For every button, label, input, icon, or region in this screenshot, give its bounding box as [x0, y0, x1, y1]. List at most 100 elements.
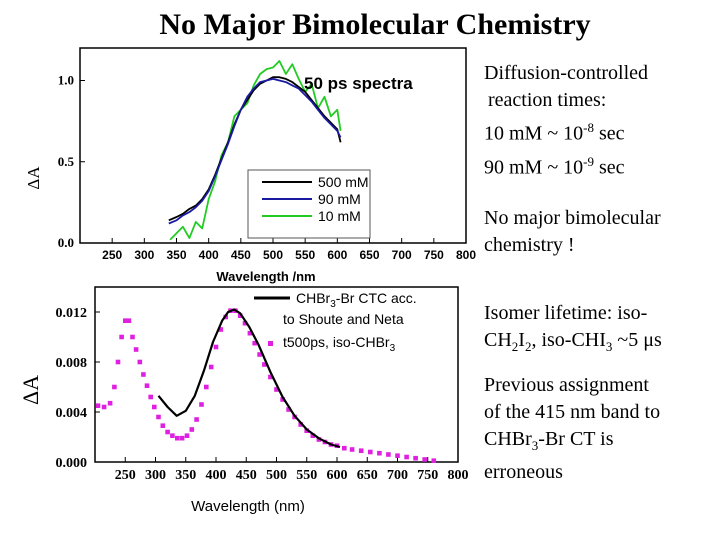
bottom-marker-25 [204, 384, 209, 390]
bottom-marker-18 [170, 433, 175, 438]
bottom-marker-16 [160, 423, 166, 428]
bottom-marker-10 [137, 359, 143, 365]
bottom-y-tick-label-2: 0.008 [56, 356, 88, 371]
bottom-x-tick-label-1: 300 [145, 468, 166, 483]
bottom-marker-24 [199, 402, 204, 407]
bottom-marker-11 [141, 372, 146, 377]
previous-line-1: Previous assignment [484, 374, 649, 396]
top-x-tick-label-0: 250 [102, 248, 122, 262]
bottom-marker-32 [237, 313, 243, 318]
top-y-tick-label-0: 0.0 [58, 235, 74, 250]
top-x-tick-label-8: 650 [359, 248, 379, 262]
bottom-x-tick-label-3: 400 [206, 468, 227, 483]
bottom-legend-label-1-part1: t500ps, iso-CHBr [283, 334, 390, 350]
bottom-y-tick-label-3: 0.012 [56, 306, 88, 321]
bottom-legend-label-0a-sub: 3 [330, 299, 336, 310]
lifetime-line-1: Isomer lifetime: iso- [484, 302, 648, 324]
bottom-marker-41 [286, 407, 291, 412]
top-series-line-2 [169, 60, 342, 241]
bottom-marker-12 [144, 383, 150, 388]
bottom-marker-35 [252, 340, 257, 346]
previous-line-2: of the 415 nm band to [484, 401, 661, 423]
top-legend-label-2: 10 mM [318, 208, 361, 224]
bottom-marker-39 [274, 387, 279, 392]
bottom-marker-27 [213, 344, 219, 350]
bottom-marker-36 [257, 352, 262, 357]
diffusion-note-line-3: 10 mM ~ 10-8 sec [484, 120, 625, 145]
top-x-tick-label-2: 350 [166, 248, 186, 262]
bottom-x-tick-label-6: 550 [296, 468, 317, 483]
bottom-marker-9 [133, 347, 139, 352]
top-x-tick-label-11: 800 [456, 248, 476, 262]
top-chart: 250 300 350 400 450 500 550 600 650 700 750 800 0.0… [24, 47, 476, 284]
lifetime-line-2: CH2I2, iso-CHI3 ~5 μs [484, 329, 662, 354]
bottom-legend-swatch-1 [268, 341, 273, 346]
top-chart-title: 50 ps spectra [304, 74, 413, 93]
bottom-y-tick-label-1: 0.004 [56, 406, 88, 421]
bottom-x-tick-label-4: 450 [236, 468, 257, 483]
bottom-chart-frame [94, 286, 459, 463]
bottom-marker-17 [165, 429, 170, 435]
top-y-tick-label-2: 1.0 [58, 73, 74, 88]
top-x-ticks: 250 300 350 400 450 500 550 600 650 700 750 800 [102, 238, 476, 262]
bottom-x-tick-label-10: 750 [417, 468, 438, 483]
previous-assignment-note: Previous assignment of the 415 nm band t… [484, 372, 716, 486]
bottom-marker-45 [310, 433, 316, 438]
bottom-legend-label-1-sub: 3 [390, 343, 396, 354]
bottom-marker-57 [404, 454, 409, 460]
bottom-marker-6 [123, 318, 128, 323]
top-x-tick-label-10: 750 [424, 248, 444, 262]
bottom-marker-2 [107, 400, 113, 406]
bottom-y-tick-label-0: 0.000 [56, 456, 88, 471]
bottom-marker-1 [101, 404, 107, 410]
top-legend-label-1: 90 mM [318, 191, 361, 207]
diffusion-note-line-2: reaction times: [488, 89, 607, 111]
bottom-marker-15 [156, 414, 161, 420]
bottom-legend: CHBr3-Br CTC acc.to Shoute and Netat500p… [254, 290, 417, 354]
bottom-y-axis-label: ΔA [18, 375, 43, 405]
bottom-marker-59 [422, 457, 427, 462]
bottom-y-ticks: 0.000 0.004 0.008 0.012 [56, 306, 100, 471]
top-series-group [168, 60, 342, 241]
no-chemistry-note: No major bimolecular chemistry ! [484, 205, 716, 259]
bottom-marker-28 [218, 327, 224, 332]
top-x-tick-label-9: 700 [392, 248, 412, 262]
bottom-marker-22 [189, 427, 195, 432]
bottom-legend-label-0a: CHBr3-Br CTC acc. [296, 290, 417, 310]
bottom-marker-56 [395, 453, 400, 458]
slide-title: No Major Bimolecular Chemistry [159, 8, 591, 41]
bottom-marker-51 [349, 447, 355, 452]
bottom-marker-33 [242, 320, 248, 326]
bottom-series-line-0 [157, 308, 341, 449]
bottom-marker-13 [148, 394, 153, 400]
top-y-axis-label: ΔA [24, 166, 43, 190]
bottom-marker-55 [386, 452, 391, 457]
top-x-tick-label-4: 450 [231, 248, 251, 262]
top-y-ticks: 0.0 0.5 1.0 [58, 73, 85, 250]
bottom-chart: 250 300 350 400 450 500 550 600 650 700 750 800 0.0… [18, 286, 469, 515]
top-x-tick-label-3: 400 [199, 248, 219, 262]
bottom-marker-20 [179, 435, 185, 441]
bottom-series-group [95, 308, 437, 463]
bottom-marker-5 [119, 334, 124, 340]
lifetime-note: Isomer lifetime: iso- CH2I2, iso-CHI3 ~5… [484, 300, 716, 360]
diffusion-note: Diffusion-controlled reaction times: 10 … [484, 60, 716, 181]
bottom-marker-40 [280, 397, 285, 402]
bottom-legend-label-0a-part1: CHBr [296, 290, 331, 306]
bottom-marker-26 [208, 364, 214, 370]
bottom-marker-58 [413, 455, 418, 461]
bottom-marker-14 [152, 404, 157, 410]
bottom-x-axis-label: Wavelength (nm) [191, 498, 305, 515]
bottom-marker-50 [342, 445, 347, 451]
bottom-legend-label-1: t500ps, iso-CHBr3 [283, 334, 396, 354]
bottom-x-tick-label-8: 650 [357, 468, 378, 483]
bottom-x-tick-label-7: 600 [327, 468, 348, 483]
bottom-x-tick-label-0: 250 [115, 468, 136, 483]
bottom-marker-38 [268, 374, 273, 380]
top-x-tick-label-7: 600 [327, 248, 347, 262]
top-x-axis-label: Wavelength /nm [216, 269, 315, 284]
diffusion-note-line-1: Diffusion-controlled [484, 62, 649, 84]
top-x-tick-label-5: 500 [263, 248, 283, 262]
